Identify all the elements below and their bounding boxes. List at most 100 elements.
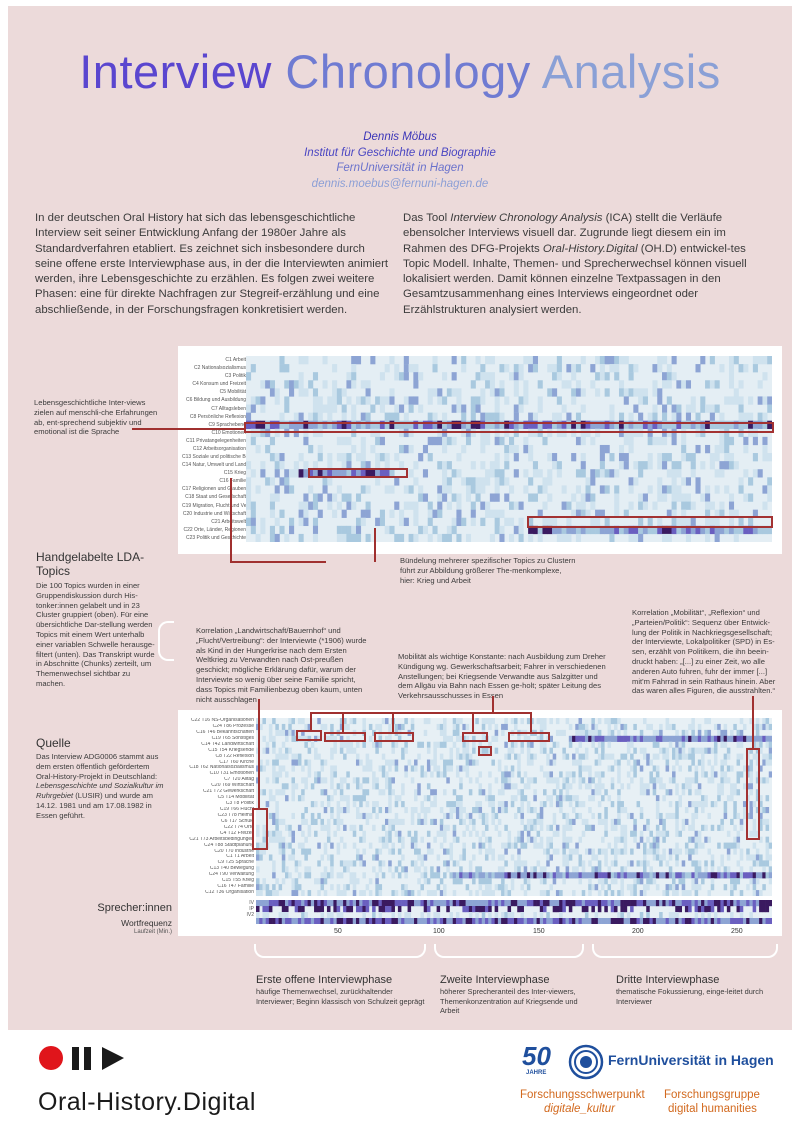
heat-cell [684,729,689,736]
heat-cell [301,795,305,802]
heat-cell [336,801,341,808]
heat-cell [655,900,660,907]
heat-cell [423,854,428,861]
heat-cell [433,795,437,802]
heat-cell [323,723,328,731]
heat-cell [470,477,476,486]
row-label: C14 Natur, Umwelt und Landwirtschaft [182,462,246,469]
heat-cell [655,765,660,772]
heat-cell [472,735,476,742]
heat-cell [636,759,641,766]
heat-cell [688,848,692,855]
heat-cell [507,890,512,896]
heat-cell [432,412,438,421]
heat-cell [662,453,668,462]
heat-cell [323,878,328,885]
heat-cell [555,729,560,736]
heat-cell [694,860,699,867]
heat-cell [320,777,325,784]
heat-cell [297,718,302,725]
heat-cell [298,509,304,518]
heat-cell [484,900,489,907]
heat-cell [314,918,318,924]
heat-cell [726,906,731,913]
heat-cell [455,836,460,843]
mob-line-6 [530,712,532,732]
heat-cell [571,420,577,429]
heat-cell [666,525,672,535]
heat-cell [488,906,492,913]
heat-cell [675,729,679,736]
heat-cell [539,765,544,772]
heat-cell [297,906,302,913]
heat-cell [755,872,760,879]
heat-cell [588,807,592,814]
heat-cell [581,735,586,742]
poster-title: Interview Chronology Analysis [79,45,721,98]
research-group: Forschungsgruppe digital humanities [664,1089,760,1115]
heat-cell [526,824,531,831]
heat-cell [739,890,744,896]
heat-cell [442,477,448,486]
heat-cell [657,493,663,502]
heat-cell [301,848,305,855]
heat-cell [588,884,592,891]
heat-cell [437,420,443,429]
heat-cell [385,906,389,913]
heat-cell [352,918,357,924]
heat-cell [681,789,686,796]
lda-heading: Handgelabelte LDA-Topics [36,550,145,578]
heat-cell [465,906,470,913]
heat-cell [341,469,347,478]
heat-cell [452,872,457,879]
heat-cell [268,890,273,896]
heat-cell [662,872,666,879]
heat-cell [372,801,376,808]
heat-cell [714,453,720,462]
heat-cell [736,777,741,784]
heat-cell [681,900,686,907]
heat-cell [536,842,541,849]
heat-cell [536,830,541,837]
heat-cell [665,765,670,772]
heat-cell [285,842,289,849]
heat-cell [591,884,595,891]
heat-cell [736,906,741,913]
heat-cell [662,848,666,855]
heat-cell [413,364,419,373]
heat-cell [255,533,261,542]
heat-cell [618,356,625,365]
heat-cell [517,918,521,924]
heat-cell [613,735,618,742]
heat-cell [533,777,537,784]
heat-cell [755,789,760,796]
heat-cell [552,872,557,879]
heat-cell [346,771,350,778]
heat-cell [610,753,615,760]
heat-cell [749,783,753,790]
heat-cell [628,533,634,542]
heat-cell [704,872,708,879]
heat-cell [765,735,770,742]
heat-cell [378,866,383,873]
heat-cell [672,777,676,784]
heat-cell [685,533,692,542]
heat-cell [688,735,692,742]
heat-cell [468,906,473,913]
heat-cell [580,525,586,535]
heat-cell [294,783,299,790]
heat-cell [443,884,447,891]
heat-cell [455,812,460,820]
heat-cell [755,830,760,837]
heat-cell [584,824,589,831]
heat-cell [327,420,333,429]
heat-cell [575,900,579,907]
heat-cell [439,753,444,760]
heat-cell [504,771,508,778]
heat-cell [642,525,648,535]
callout-line-work [374,528,376,562]
heat-cell [455,747,460,754]
bottom-box-6 [478,746,492,756]
author-email[interactable]: dennis.moebus@fernuni-hagen.de [311,177,489,190]
heat-cell [697,866,702,873]
